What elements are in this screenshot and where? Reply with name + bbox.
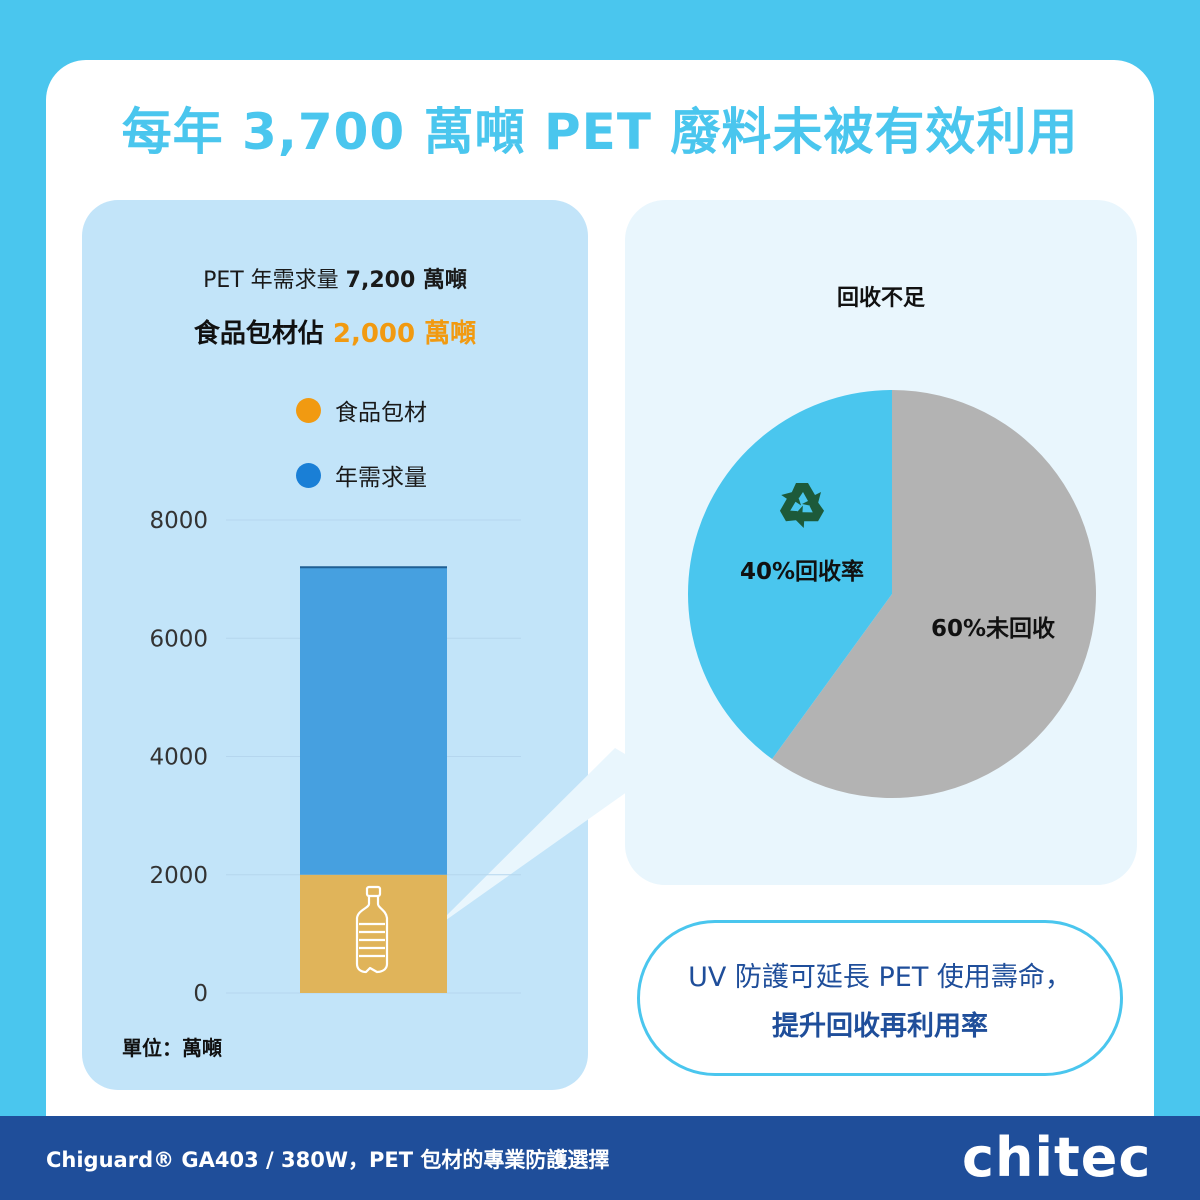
bar-segment xyxy=(300,874,447,993)
footer-bar: Chiguard® GA403 / 380W，PET 包材的專業防護選擇 chi… xyxy=(0,1116,1200,1200)
chitec-logo: chitec xyxy=(962,1126,1152,1189)
legend-label-annual: 年需求量 xyxy=(335,465,427,491)
bar-chart-subtitle: 食品包材佔 2,000 萬噸 xyxy=(193,319,477,349)
y-tick-label: 6000 xyxy=(149,626,208,652)
legend-label-food: 食品包材 xyxy=(335,400,427,426)
y-tick-label: 0 xyxy=(193,981,208,1007)
pie-chart-title: 回收不足 xyxy=(836,286,925,311)
callout-line-1: UV 防護可延長 PET 使用壽命， xyxy=(688,962,1072,993)
footer-text: Chiguard® GA403 / 380W，PET 包材的專業防護選擇 xyxy=(46,1148,610,1172)
unit-label: 單位：萬噸 xyxy=(122,1036,222,1060)
y-tick-label: 8000 xyxy=(149,508,208,534)
y-tick-label: 4000 xyxy=(149,745,208,771)
page-title: 每年 3,700 萬噸 PET 廢料未被有效利用 xyxy=(121,103,1079,161)
pie-slice xyxy=(687,390,892,760)
legend-item-annual: 年需求量 xyxy=(296,458,427,492)
bar-segment xyxy=(300,567,447,875)
recycle-icon xyxy=(779,483,825,528)
legend-dot-annual xyxy=(296,462,321,488)
pie-slice-label: 60%未回收 xyxy=(931,615,1055,642)
callout-box: UV 防護可延長 PET 使用壽命， 提升回收再利用率 xyxy=(637,920,1123,1076)
bar-chart-title: PET 年需求量 7,200 萬噸 xyxy=(203,268,467,293)
plastic-bottle-icon xyxy=(355,885,389,974)
legend-item-food: 食品包材 xyxy=(296,393,427,427)
pie-slice-label: 40%回收率 xyxy=(740,558,864,585)
legend-dot-food xyxy=(296,397,321,423)
pie-slice xyxy=(772,390,1096,798)
y-tick-label: 2000 xyxy=(149,863,208,889)
callout-line-2: 提升回收再利用率 xyxy=(772,1011,988,1042)
